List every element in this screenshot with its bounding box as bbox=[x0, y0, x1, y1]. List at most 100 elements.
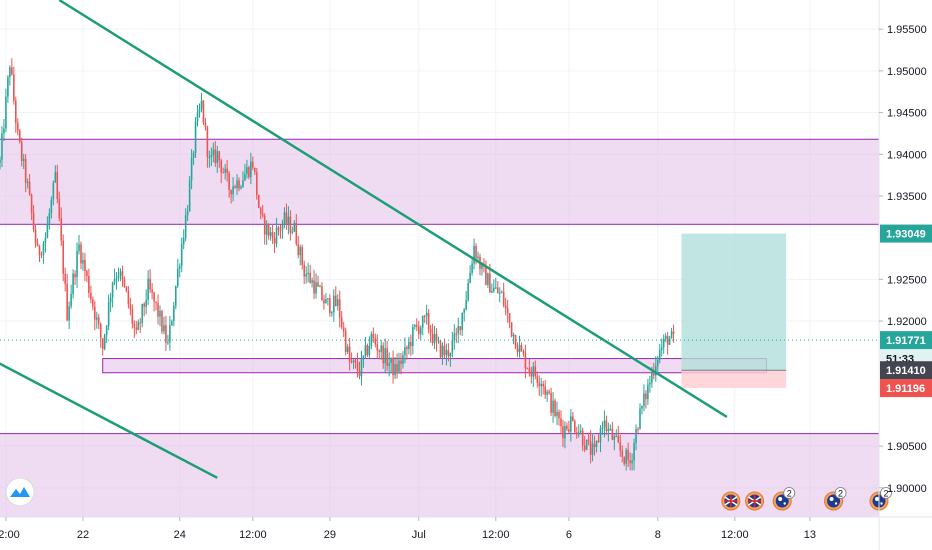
candle-body bbox=[299, 247, 302, 256]
candle-body bbox=[443, 345, 446, 356]
candle-body bbox=[171, 321, 173, 325]
candle-body bbox=[13, 74, 15, 101]
candle-body bbox=[611, 428, 614, 440]
au-flag-event-icon[interactable]: 2 bbox=[772, 487, 796, 511]
candle-body bbox=[564, 425, 566, 439]
candle-body bbox=[617, 436, 620, 443]
candle-body bbox=[97, 317, 100, 324]
x-tick-label: 13 bbox=[804, 529, 816, 541]
candle-body bbox=[139, 322, 142, 324]
candle-body bbox=[548, 391, 550, 393]
candle-body bbox=[374, 338, 377, 345]
candle-body bbox=[101, 338, 104, 349]
candle-body bbox=[42, 243, 45, 256]
candle-body bbox=[141, 303, 144, 323]
candle-body bbox=[30, 194, 33, 213]
candle-body bbox=[530, 371, 533, 377]
long-position-tool[interactable] bbox=[681, 233, 787, 389]
event-count: 2 bbox=[883, 489, 888, 499]
candle-body bbox=[105, 326, 108, 335]
candle-body bbox=[660, 347, 663, 351]
y-tick-label: 1.92000 bbox=[887, 316, 927, 328]
tradingview-logo-icon[interactable] bbox=[5, 477, 35, 507]
candle-body bbox=[103, 334, 106, 349]
candle-body bbox=[76, 251, 78, 278]
candle-body bbox=[404, 347, 406, 356]
candle-body bbox=[619, 442, 622, 451]
candle-body bbox=[271, 232, 274, 239]
candle-body bbox=[315, 282, 317, 294]
candle-body bbox=[321, 286, 323, 300]
zone-rect bbox=[102, 358, 767, 374]
candle-body bbox=[208, 157, 211, 159]
candle-body bbox=[485, 266, 487, 285]
candle-body bbox=[635, 429, 637, 443]
candle-body bbox=[331, 312, 333, 314]
candle-body bbox=[311, 280, 313, 283]
candle-body bbox=[558, 411, 560, 419]
trendlines[interactable] bbox=[0, 0, 728, 479]
candle-body bbox=[562, 426, 564, 439]
candle-body bbox=[325, 299, 327, 304]
candle-body bbox=[257, 195, 260, 208]
price-tag: 1.93049 bbox=[880, 224, 932, 243]
candle-body bbox=[56, 171, 59, 199]
candle-body bbox=[623, 456, 625, 464]
uk-flag-event-icon[interactable] bbox=[721, 491, 741, 511]
candle-body bbox=[348, 346, 351, 362]
candle-body bbox=[62, 240, 65, 274]
candle-body bbox=[44, 238, 47, 244]
candle-body bbox=[542, 383, 545, 387]
candle-body bbox=[7, 77, 9, 97]
candle-body bbox=[178, 266, 181, 269]
candle-body bbox=[119, 271, 122, 276]
price-tag: 1.91771 bbox=[880, 331, 932, 350]
candle-body bbox=[380, 345, 383, 352]
candle-body bbox=[287, 216, 290, 224]
candle-body bbox=[481, 263, 483, 269]
flag-star bbox=[880, 502, 883, 505]
candle-body bbox=[74, 273, 76, 278]
candle-body bbox=[11, 67, 13, 75]
y-tick-label: 1.94500 bbox=[887, 108, 927, 120]
uk-flag-event-icon[interactable] bbox=[745, 491, 765, 511]
x-tick-label: Jul bbox=[412, 529, 426, 541]
candle-body bbox=[637, 429, 639, 431]
candle-body bbox=[587, 439, 590, 441]
candle-body bbox=[577, 432, 580, 435]
candle-body bbox=[70, 293, 72, 307]
event-count-badge bbox=[834, 487, 847, 499]
candle-body bbox=[394, 364, 396, 376]
candle-body bbox=[265, 224, 268, 235]
candle-body bbox=[494, 287, 497, 289]
candle-body bbox=[84, 259, 86, 272]
candle-body bbox=[180, 244, 183, 267]
candle-body bbox=[629, 460, 631, 464]
candle-body bbox=[451, 340, 454, 353]
economic-events[interactable]: 2 2 2 bbox=[721, 487, 892, 511]
stop-loss-area bbox=[681, 370, 787, 389]
candle-body bbox=[406, 347, 408, 350]
candle-body bbox=[477, 256, 479, 259]
candle-body bbox=[647, 384, 649, 400]
candle-body bbox=[654, 366, 657, 376]
candle-body bbox=[255, 172, 258, 196]
candle-body bbox=[538, 382, 541, 387]
candle-body bbox=[532, 366, 535, 377]
candle-body bbox=[66, 283, 68, 321]
candle-body bbox=[107, 302, 110, 327]
candle-body bbox=[585, 439, 588, 450]
candle-body bbox=[18, 130, 21, 142]
candle-body bbox=[382, 345, 385, 364]
y-tick-label: 1.94000 bbox=[887, 149, 927, 161]
price-tag-label: 1.91771 bbox=[886, 335, 926, 347]
candle-body bbox=[254, 167, 256, 173]
price-tag-label: 1.91196 bbox=[886, 383, 925, 395]
x-tick-label: 29 bbox=[324, 529, 336, 541]
candle-body bbox=[540, 383, 543, 387]
candlestick-series bbox=[0, 58, 675, 471]
candle-body bbox=[289, 216, 292, 233]
au-flag-event-icon[interactable]: 2 bbox=[824, 487, 847, 511]
candle-body bbox=[313, 280, 315, 294]
